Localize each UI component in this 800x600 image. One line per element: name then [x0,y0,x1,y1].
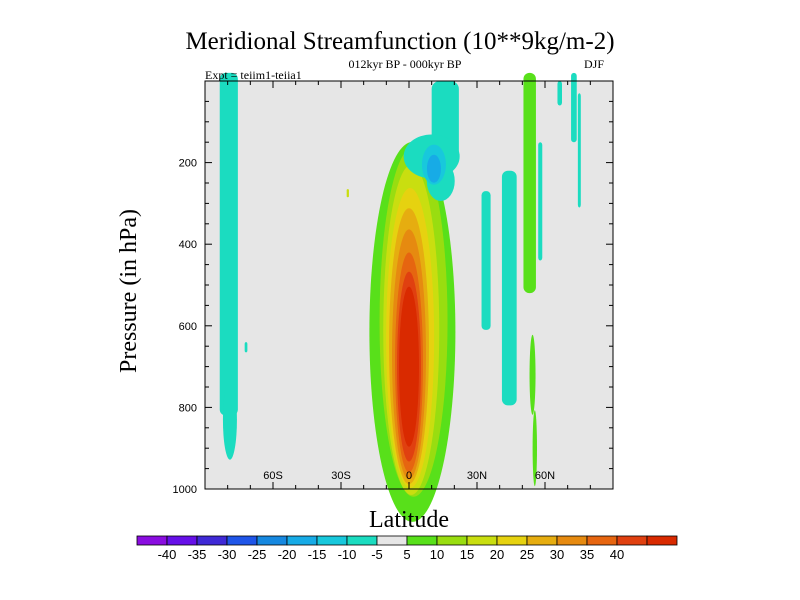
colorbar-box [526,535,558,546]
colorbar-box [136,535,168,546]
colorbar-label: 30 [550,547,564,562]
contour-fills [219,72,581,522]
colorbar-label: -40 [158,547,177,562]
y-axis-title: Pressure (in hPa) [116,209,142,373]
neg-patch-north-5 [557,81,562,106]
colorbar-box [466,535,498,546]
colorbar-box [586,535,618,546]
pos-band-north-mid [529,334,536,415]
colorbar-box [256,535,288,546]
colorbar-box [376,535,408,546]
neg-cell-core [426,154,441,183]
colorbar-box [406,535,438,546]
neg-band-south-tail [222,379,237,460]
colorbar-box [556,535,588,546]
colorbar-box [436,535,468,546]
colorbar-label: 40 [610,547,624,562]
colorbar-label: 20 [490,547,504,562]
x-tick-label: 60N [535,470,555,482]
neg-patch-north-7 [577,93,581,208]
y-axis: 200 400 600 800 1000 [173,100,613,496]
colorbar-label: -20 [278,547,297,562]
experiment-label: Expt = teiim1-teiia1 [205,68,302,82]
colorbar-box [346,535,378,546]
pos-band-north [523,72,536,294]
neg-speck-south [244,342,248,353]
neg-patch-north-1 [481,191,491,330]
chart-subtitle: 012kyr BP - 000kyr BP [348,57,462,71]
main-cell-level-9 [399,286,419,447]
colorbar-box [616,535,648,546]
x-axis-title: Latitude [369,507,449,533]
neg-band-south [219,72,238,416]
y-tick-label: 600 [179,321,197,333]
colorbar-label: -15 [308,547,327,562]
colorbar-label: 25 [520,547,534,562]
y-tick-label: 200 [179,158,197,170]
colorbar-box [496,535,528,546]
colorbar-label: -30 [218,547,237,562]
chart-title: Meridional Streamfunction (10**9kg/m-2) [185,28,615,55]
colorbar-box [196,535,228,546]
season-label: DJF [584,57,605,71]
y-tick-label: 800 [179,402,197,414]
colorbar-label: 15 [460,547,474,562]
neg-patch-north-2 [501,170,517,406]
pos-speck [346,189,349,198]
colorbar-box [316,535,348,546]
colorbar-label: -5 [371,547,383,562]
x-tick-label: 30S [331,470,351,482]
y-tick-label: 1000 [173,484,197,496]
colorbar-label: 10 [430,547,444,562]
x-tick-label: 30N [467,470,487,482]
pos-band-north-low [532,410,537,487]
y-tick-label: 400 [179,239,197,251]
colorbar-box [286,535,318,546]
neg-patch-north-4 [538,142,543,261]
x-tick-label: 0 [406,470,412,482]
colorbar: -40 -35 -30 -25 -20 -15 -10 -5 5 10 15 20 25 30 35 40 [136,535,678,562]
colorbar-box [646,535,678,546]
colorbar-label: -35 [188,547,207,562]
neg-patch-north-6 [571,72,577,143]
x-tick-label: 60S [263,470,283,482]
colorbar-label: -25 [248,547,267,562]
colorbar-box [226,535,258,546]
colorbar-label: 35 [580,547,594,562]
x-axis: 60S 30S 0 30N 60N [204,81,614,489]
colorbar-box [166,535,198,546]
colorbar-label: -10 [338,547,357,562]
colorbar-label: 5 [403,547,410,562]
